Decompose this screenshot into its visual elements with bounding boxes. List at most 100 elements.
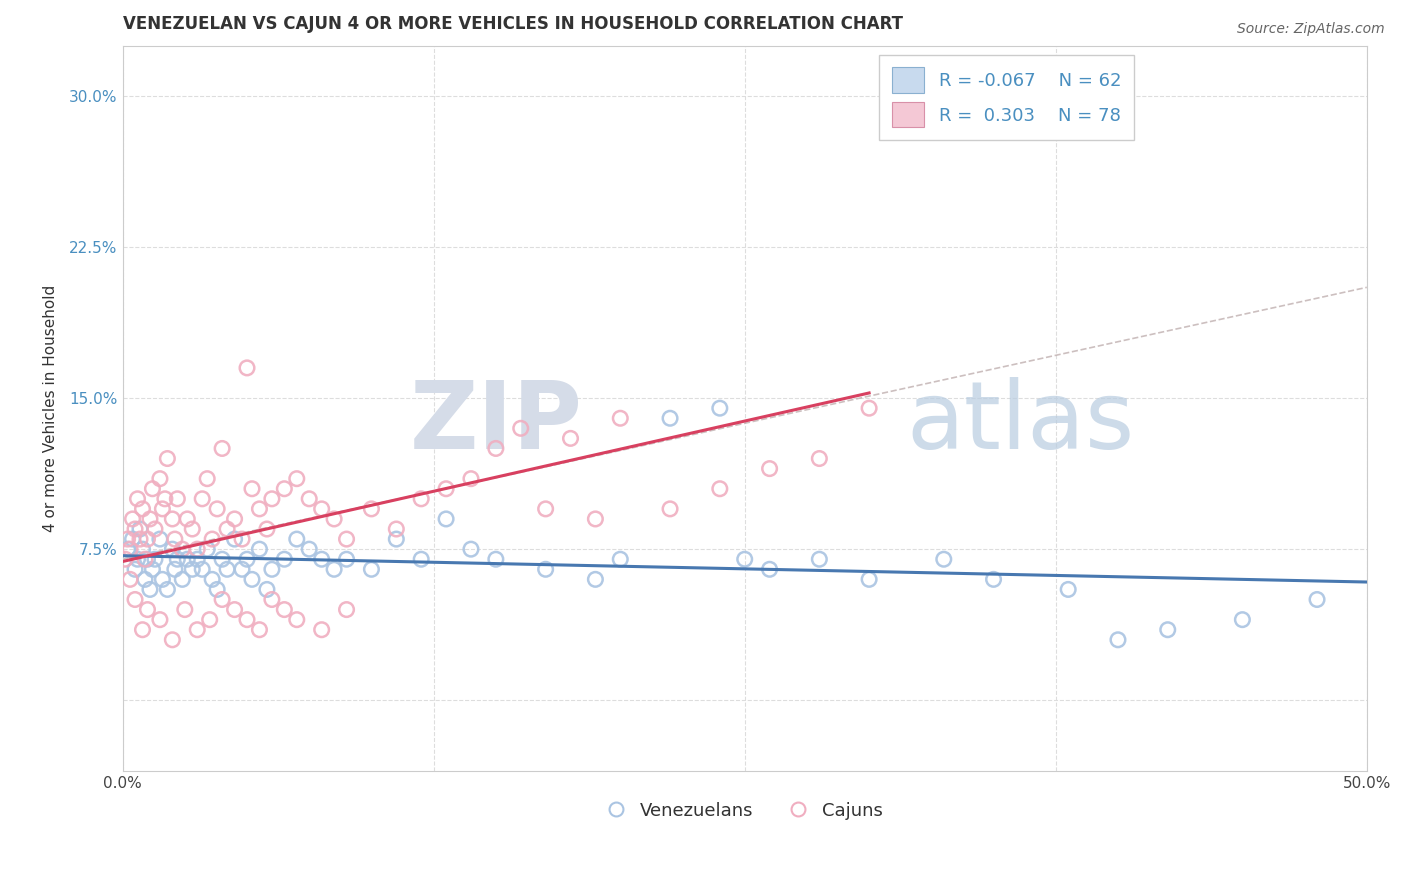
Point	[124, 562, 146, 576]
Point	[224, 602, 246, 616]
Point	[141, 562, 163, 576]
Point	[181, 562, 204, 576]
Point	[734, 552, 756, 566]
Point	[120, 542, 142, 557]
Point	[134, 552, 156, 566]
Point	[131, 623, 153, 637]
Text: Source: ZipAtlas.com: Source: ZipAtlas.com	[1237, 22, 1385, 37]
Point	[285, 532, 308, 546]
Point	[172, 573, 194, 587]
Point	[136, 552, 159, 566]
Point	[149, 472, 172, 486]
Point	[323, 562, 346, 576]
Point	[858, 573, 880, 587]
Point	[273, 482, 295, 496]
Point	[323, 512, 346, 526]
Point	[285, 472, 308, 486]
Point	[129, 522, 152, 536]
Point	[114, 552, 136, 566]
Point	[143, 522, 166, 536]
Point	[560, 431, 582, 445]
Point	[411, 552, 433, 566]
Point	[162, 632, 184, 647]
Point	[858, 401, 880, 416]
Point	[709, 482, 731, 496]
Point	[1107, 632, 1129, 647]
Point	[285, 613, 308, 627]
Point	[311, 623, 333, 637]
Point	[932, 552, 955, 566]
Point	[186, 542, 208, 557]
Point	[117, 532, 139, 546]
Point	[256, 522, 278, 536]
Point	[121, 532, 143, 546]
Point	[191, 491, 214, 506]
Point	[808, 552, 831, 566]
Point	[211, 442, 233, 456]
Point	[195, 472, 218, 486]
Text: atlas: atlas	[907, 376, 1135, 468]
Point	[460, 472, 482, 486]
Point	[273, 602, 295, 616]
Point	[195, 542, 218, 557]
Point	[124, 592, 146, 607]
Point	[129, 532, 152, 546]
Point	[211, 592, 233, 607]
Point	[139, 582, 162, 597]
Point	[298, 491, 321, 506]
Point	[256, 582, 278, 597]
Point	[311, 501, 333, 516]
Point	[240, 573, 263, 587]
Point	[236, 613, 259, 627]
Point	[176, 512, 198, 526]
Point	[149, 532, 172, 546]
Point	[131, 501, 153, 516]
Point	[120, 573, 142, 587]
Point	[176, 552, 198, 566]
Point	[217, 522, 239, 536]
Point	[758, 461, 780, 475]
Point	[236, 360, 259, 375]
Point	[1306, 592, 1329, 607]
Point	[162, 512, 184, 526]
Point	[460, 542, 482, 557]
Y-axis label: 4 or more Vehicles in Household: 4 or more Vehicles in Household	[44, 285, 58, 532]
Point	[186, 552, 208, 566]
Point	[385, 532, 408, 546]
Point	[249, 542, 271, 557]
Point	[534, 562, 557, 576]
Point	[163, 562, 186, 576]
Point	[534, 501, 557, 516]
Point	[163, 532, 186, 546]
Point	[583, 573, 606, 587]
Point	[583, 512, 606, 526]
Point	[260, 562, 283, 576]
Point	[311, 552, 333, 566]
Point	[143, 552, 166, 566]
Point	[149, 613, 172, 627]
Point	[659, 411, 682, 425]
Point	[335, 532, 357, 546]
Point	[335, 602, 357, 616]
Point	[181, 522, 204, 536]
Point	[198, 613, 221, 627]
Point	[201, 532, 224, 546]
Point	[385, 522, 408, 536]
Point	[224, 532, 246, 546]
Point	[131, 542, 153, 557]
Point	[485, 552, 508, 566]
Point	[1232, 613, 1254, 627]
Point	[166, 491, 188, 506]
Point	[709, 401, 731, 416]
Point	[205, 501, 228, 516]
Point	[273, 552, 295, 566]
Point	[932, 99, 955, 113]
Point	[162, 542, 184, 557]
Point	[205, 582, 228, 597]
Point	[121, 512, 143, 526]
Point	[117, 542, 139, 557]
Point	[136, 602, 159, 616]
Point	[249, 501, 271, 516]
Point	[335, 552, 357, 566]
Point	[808, 451, 831, 466]
